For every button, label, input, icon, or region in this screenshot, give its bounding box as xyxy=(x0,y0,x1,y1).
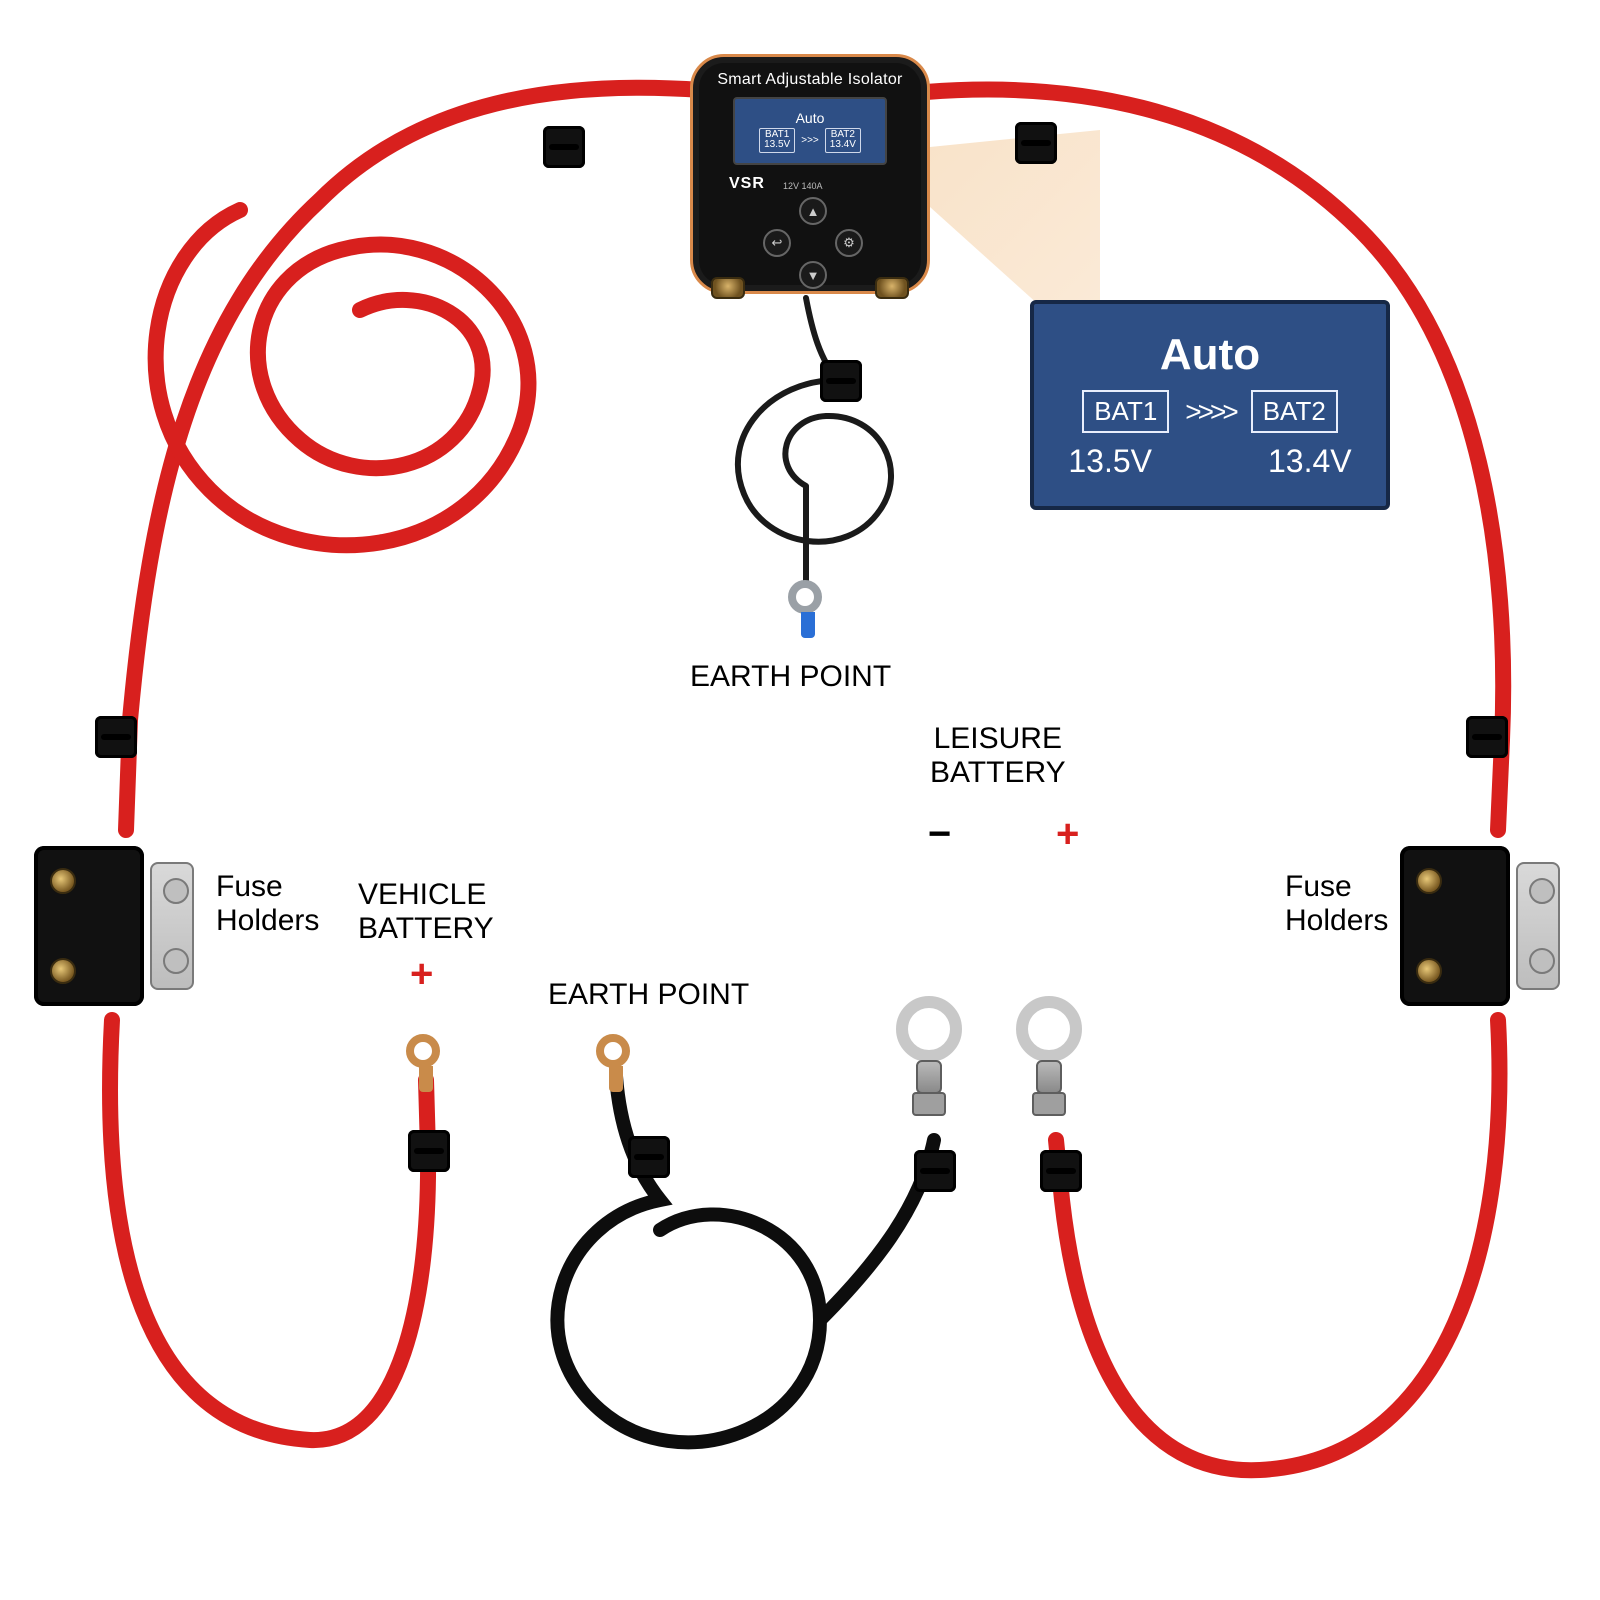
isolator-terminal-left xyxy=(711,277,745,299)
callout-chevrons: >>>> xyxy=(1185,396,1234,428)
label-vehicle-plus: + xyxy=(410,952,433,997)
ring-terminal-vehicle xyxy=(406,1034,446,1094)
cable-clip xyxy=(820,360,862,402)
isolator-unit: Smart Adjustable Isolator Auto BAT1 13.5… xyxy=(690,54,930,294)
callout-bat1-name: BAT1 xyxy=(1094,396,1157,427)
callout-mode: Auto xyxy=(1160,330,1260,380)
fuse-holder-left xyxy=(34,816,194,1036)
sense-coil xyxy=(738,380,891,582)
screen-zoom-callout: Auto BAT1 >>>> BAT2 13.5V 13.4V xyxy=(1030,300,1390,510)
left-fuse-term xyxy=(110,1020,428,1440)
cable-clip xyxy=(628,1136,670,1178)
btn-up[interactable]: ▲ xyxy=(799,197,827,225)
ring-terminal-earth-top xyxy=(788,580,828,640)
ground-cable xyxy=(557,1076,934,1442)
ring-terminal-earth-bottom xyxy=(596,1034,636,1094)
cable-clip xyxy=(408,1130,450,1172)
screen-bat1-volt: 13.5V xyxy=(764,140,790,151)
battery-clamp-neg xyxy=(884,996,974,1136)
cable-clip xyxy=(1466,716,1508,758)
btn-back[interactable]: ↩ xyxy=(763,229,791,257)
callout-bat1-volt: 13.5V xyxy=(1068,443,1152,480)
isolator-rating: 12V 140A xyxy=(783,181,823,191)
btn-gear[interactable]: ⚙ xyxy=(835,229,863,257)
label-vehicle-battery: VEHICLE BATTERY xyxy=(358,878,494,946)
fuse-holder-right xyxy=(1400,816,1560,1036)
label-leisure-battery: LEISURE BATTERY xyxy=(930,722,1066,790)
callout-bat2-volt: 13.4V xyxy=(1268,443,1352,480)
isolator-terminal-right xyxy=(875,277,909,299)
cable-clip xyxy=(1040,1150,1082,1192)
label-leisure-plus: + xyxy=(1056,812,1079,857)
label-fuse-left: Fuse Holders xyxy=(216,870,319,938)
label-earth-point-bottom: EARTH POINT xyxy=(548,978,749,1012)
isolator-title: Smart Adjustable Isolator xyxy=(693,71,927,89)
btn-down[interactable]: ▼ xyxy=(799,261,827,289)
cable-clip xyxy=(95,716,137,758)
isolator-screen: Auto BAT1 13.5V >>> BAT2 13.4V xyxy=(733,97,887,165)
isolator-brand: VSR xyxy=(729,175,765,193)
label-fuse-right: Fuse Holders xyxy=(1285,870,1388,938)
right-fuse-clamp xyxy=(1056,1020,1499,1470)
label-earth-point-top: EARTH POINT xyxy=(690,660,891,694)
label-leisure-minus: − xyxy=(928,812,951,857)
cable-clip xyxy=(543,126,585,168)
screen-bat2-volt: 13.4V xyxy=(830,140,856,151)
callout-bat2-name: BAT2 xyxy=(1263,396,1326,427)
cable-clip xyxy=(914,1150,956,1192)
screen-chevrons-small: >>> xyxy=(801,135,819,146)
cable-clip xyxy=(1015,122,1057,164)
battery-clamp-pos xyxy=(1004,996,1094,1136)
left-coil xyxy=(156,210,529,545)
screen-mode-small: Auto xyxy=(796,110,825,126)
